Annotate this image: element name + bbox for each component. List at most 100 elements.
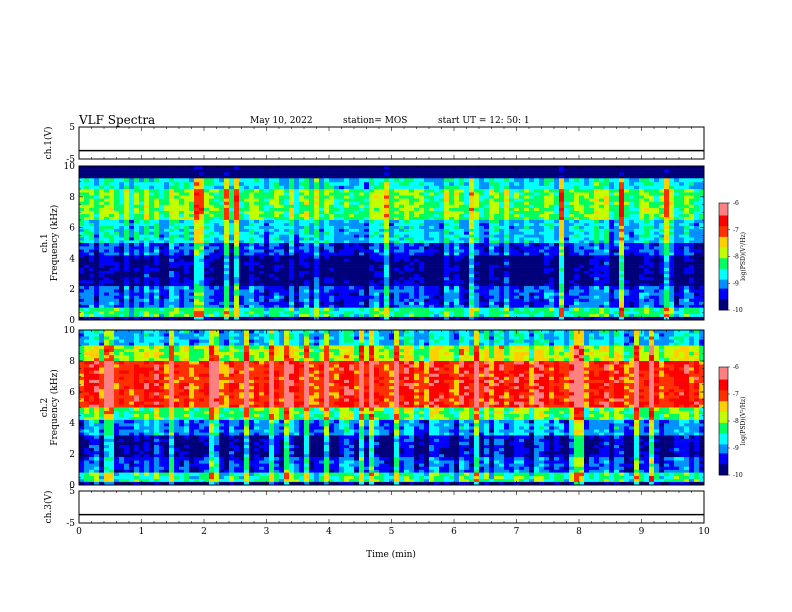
spectrogram-cell: [219, 225, 225, 229]
spectrogram-cell: [119, 204, 125, 208]
spectrogram-cell: [309, 267, 315, 272]
spectrogram-cell: [554, 270, 560, 275]
spectrogram-cell: [509, 181, 515, 186]
spectrogram-cell: [294, 225, 300, 229]
spectrogram-cell: [309, 243, 315, 247]
spectrogram-cell: [474, 225, 480, 229]
spectrogram-cell: [609, 210, 615, 215]
spectrogram-cell: [129, 195, 135, 199]
spectrogram-cell: [379, 172, 385, 176]
spectrogram-cell: [149, 204, 155, 208]
spectrogram-cell: [549, 213, 555, 218]
spectrogram-cell: [424, 264, 430, 268]
spectrogram-cell: [379, 264, 385, 268]
spectrogram-cell: [294, 231, 300, 235]
spectrogram-cell: [199, 189, 205, 193]
spectrogram-cell: [619, 166, 625, 170]
spectrogram-cell: [414, 185, 420, 190]
spectrogram-cell: [129, 237, 135, 241]
spectrogram-cell: [94, 276, 100, 281]
spectrogram-cell: [114, 222, 120, 226]
spectrogram-cell: [524, 166, 530, 170]
spectrogram-cell: [229, 181, 235, 186]
spectrogram-cell: [389, 279, 395, 284]
spectrogram-cell: [209, 189, 215, 193]
spectrogram-cell: [94, 195, 100, 199]
spectrogram-cell: [644, 258, 650, 262]
spectrogram-cell: [89, 283, 95, 287]
spectrogram-cell: [119, 240, 125, 244]
spectrogram-cell: [629, 255, 635, 259]
spectrogram-cell: [604, 166, 610, 170]
spectrogram-cell: [549, 255, 555, 259]
spectrogram-cell: [484, 195, 490, 199]
spectrogram-cell: [164, 252, 170, 256]
spectrogram-cell: [149, 192, 155, 196]
spectrogram-cell: [399, 213, 405, 218]
spectrogram-cell: [659, 261, 665, 265]
spectrogram-cell: [209, 172, 215, 176]
spectrogram-cell: [214, 255, 220, 259]
spectrogram-cell: [189, 258, 195, 262]
spectrogram-cell: [309, 210, 315, 215]
spectrogram-cell: [294, 267, 300, 272]
spectrogram-cell: [569, 201, 575, 205]
spectrogram-cell: [119, 234, 125, 238]
spectrogram-cell: [499, 189, 505, 193]
spectrogram-cell: [469, 172, 475, 176]
spectrogram-cell: [479, 279, 485, 284]
spectrogram-cell: [334, 181, 340, 186]
spectrogram-cell: [524, 172, 530, 176]
spectrogram-cell: [479, 237, 485, 241]
spectrogram-cell: [274, 279, 280, 284]
spectrogram-cell: [339, 185, 345, 190]
spectrogram-cell: [539, 279, 545, 284]
spectrogram-cell: [534, 243, 540, 247]
spectrogram-cell: [449, 166, 455, 170]
spectrogram-cell: [124, 195, 130, 199]
spectrogram-cell: [629, 189, 635, 193]
spectrogram-cell: [634, 240, 640, 244]
spectrogram-cell: [159, 240, 165, 244]
spectrogram-cell: [599, 201, 605, 205]
spectrogram-cell: [169, 204, 175, 208]
spectrogram-cell: [494, 172, 500, 176]
spectrogram-cell: [469, 279, 475, 284]
spectrogram-cell: [84, 261, 90, 265]
spectrogram-cell: [179, 234, 185, 238]
spectrogram-cell: [169, 219, 175, 224]
spectrogram-cell: [179, 279, 185, 284]
spectrogram-cell: [349, 166, 355, 170]
spectrogram-cell: [179, 213, 185, 218]
spectrogram-cell: [484, 276, 490, 281]
spectrogram-cell: [579, 234, 585, 238]
spectrogram-cell: [244, 207, 250, 211]
spectrogram-cell: [219, 246, 225, 250]
spectrogram-cell: [599, 276, 605, 281]
spectrogram-cell: [99, 246, 105, 250]
spectrogram-cell: [479, 252, 485, 256]
spectrogram-cell: [529, 216, 535, 221]
spectrogram-cell: [149, 225, 155, 229]
spectrogram-cell: [254, 175, 260, 179]
spectrogram-cell: [514, 225, 520, 229]
spectrogram-cell: [329, 169, 335, 173]
spectrogram-cell: [634, 283, 640, 287]
spectrogram-cell: [464, 231, 470, 235]
spectrogram-cell: [479, 261, 485, 265]
spectrogram-cell: [84, 198, 90, 202]
spectrogram-cell: [684, 181, 690, 186]
spectrogram-cell: [299, 273, 305, 278]
spectrogram-cell: [269, 216, 275, 221]
spectrogram-cell: [249, 166, 255, 170]
spectrogram-cell: [604, 276, 610, 281]
spectrogram-cell: [244, 237, 250, 241]
spectrogram-cell: [494, 204, 500, 208]
spectrogram-cell: [604, 228, 610, 232]
spectrogram-cell: [329, 219, 335, 224]
spectrogram-cell: [94, 283, 100, 287]
spectrogram-cell: [379, 201, 385, 205]
spectrogram-cell: [644, 249, 650, 253]
spectrogram-cell: [249, 169, 255, 173]
spectrogram-cell: [619, 231, 625, 235]
